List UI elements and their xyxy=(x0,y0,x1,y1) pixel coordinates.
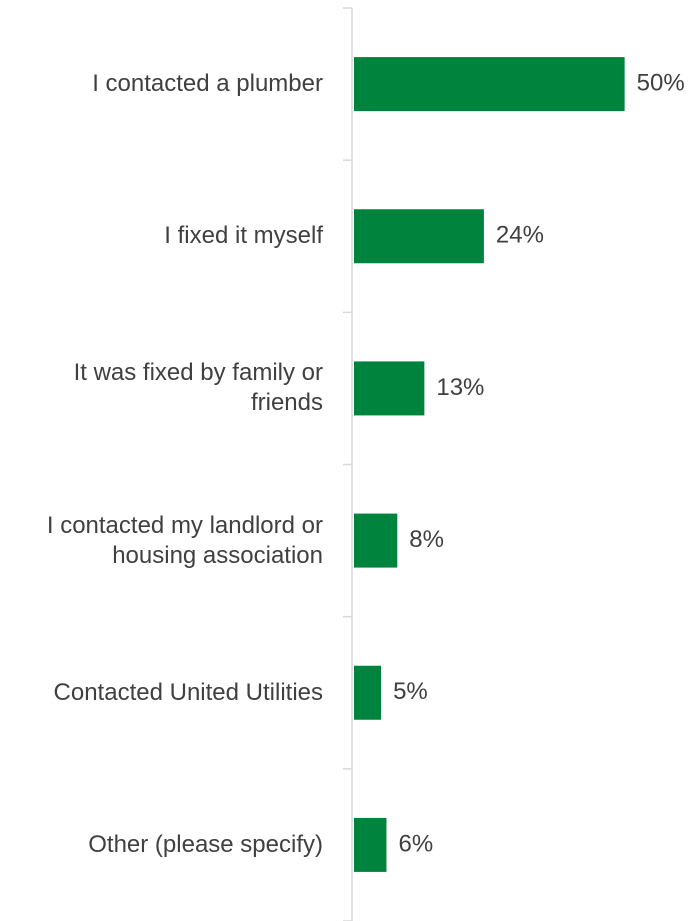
category-label: I fixed it myself xyxy=(164,222,323,250)
category-label: I contacted my landlord or housing assoc… xyxy=(46,511,323,569)
category-label: I contacted a plumber xyxy=(92,70,323,98)
bar xyxy=(354,665,382,720)
value-label: 24% xyxy=(496,222,544,249)
bar xyxy=(354,513,398,568)
category-label: It was fixed by family or friends xyxy=(73,359,323,417)
value-label: 8% xyxy=(409,526,444,553)
value-label: 13% xyxy=(436,374,484,401)
bar xyxy=(354,817,387,872)
category-label: Contacted United Utilities xyxy=(53,678,323,706)
value-label: 5% xyxy=(393,678,428,705)
value-label: 6% xyxy=(398,830,433,857)
bar xyxy=(354,361,425,416)
category-label: Other (please specify) xyxy=(88,830,323,858)
value-label: 50% xyxy=(637,69,685,96)
bar xyxy=(354,209,484,264)
bar xyxy=(354,57,625,112)
